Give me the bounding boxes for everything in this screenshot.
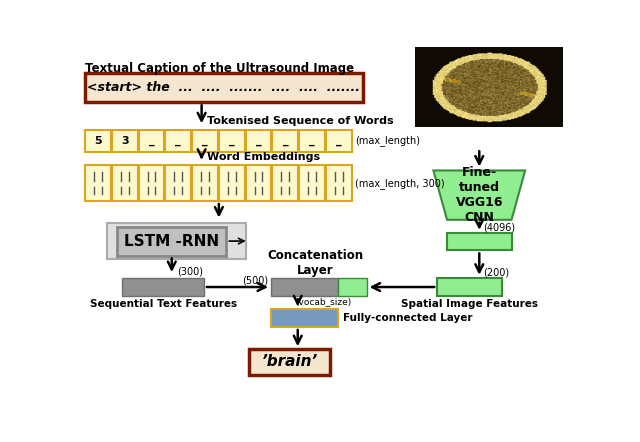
Bar: [273, 130, 298, 152]
Text: _: _: [175, 136, 181, 146]
Text: ’brain’: ’brain’: [261, 354, 317, 370]
Bar: [246, 165, 271, 201]
Text: (300): (300): [177, 267, 203, 277]
Bar: [112, 130, 138, 152]
Bar: [249, 349, 330, 375]
Bar: [85, 130, 111, 152]
Text: Tokenised Sequence of Words: Tokenised Sequence of Words: [207, 116, 393, 126]
Text: _: _: [282, 136, 288, 146]
Bar: [326, 130, 352, 152]
Text: _: _: [336, 136, 342, 146]
Bar: [271, 309, 338, 327]
Text: Fully-connected Layer: Fully-connected Layer: [343, 313, 472, 323]
Bar: [192, 165, 218, 201]
Text: _: _: [229, 136, 235, 146]
Bar: [273, 165, 298, 201]
Bar: [219, 130, 244, 152]
Bar: [192, 130, 218, 152]
Text: _: _: [148, 136, 154, 146]
Bar: [437, 278, 502, 297]
Text: Spatial Image Features: Spatial Image Features: [401, 299, 538, 309]
Bar: [219, 165, 244, 201]
Bar: [447, 233, 511, 251]
Bar: [326, 165, 352, 201]
Text: (vocab_size): (vocab_size): [295, 297, 351, 306]
Text: <start> the  ...  ....  .......  ....  ....  .......: <start> the ... .... ....... .... .... .…: [87, 81, 360, 95]
Bar: [271, 278, 338, 297]
Text: Ultrasound Image: Ultrasound Image: [422, 61, 541, 75]
Text: 3: 3: [121, 136, 129, 146]
Text: (4096): (4096): [483, 223, 515, 232]
Bar: [138, 130, 164, 152]
Text: Fine-
tuned
VGG16
CNN: Fine- tuned VGG16 CNN: [456, 166, 503, 224]
Text: Textual Caption of the Ultrasound Image: Textual Caption of the Ultrasound Image: [85, 61, 354, 75]
Text: Sequential Text Features: Sequential Text Features: [90, 299, 237, 309]
Text: 5: 5: [94, 136, 102, 146]
Bar: [85, 73, 363, 103]
Text: (max_length): (max_length): [355, 135, 420, 146]
Text: LSTM -RNN: LSTM -RNN: [124, 233, 220, 248]
Bar: [165, 165, 191, 201]
Bar: [338, 278, 367, 297]
Bar: [138, 165, 164, 201]
Bar: [117, 227, 227, 255]
Bar: [122, 278, 204, 297]
Bar: [108, 223, 246, 259]
Text: _: _: [309, 136, 315, 146]
Polygon shape: [433, 171, 525, 220]
Text: (200): (200): [483, 267, 509, 278]
Bar: [165, 130, 191, 152]
Bar: [246, 130, 271, 152]
Text: Concatenation
Layer: Concatenation Layer: [268, 249, 364, 277]
Text: _: _: [256, 136, 261, 146]
Bar: [300, 165, 325, 201]
Text: (500): (500): [243, 276, 269, 286]
Bar: [300, 130, 325, 152]
Text: Word Embeddings: Word Embeddings: [207, 152, 320, 162]
Bar: [85, 165, 111, 201]
Bar: [112, 165, 138, 201]
Text: _: _: [202, 136, 208, 146]
Text: (max_length, 300): (max_length, 300): [355, 178, 445, 189]
